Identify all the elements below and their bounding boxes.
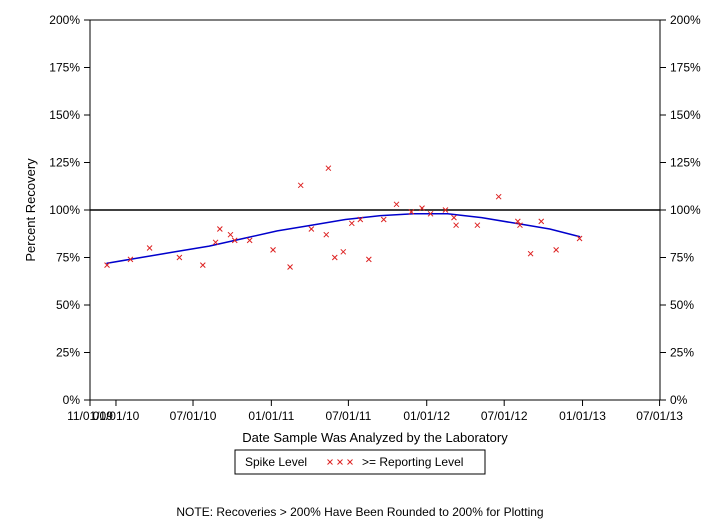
- y-axis-label: Percent Recovery: [23, 158, 38, 262]
- y-tick-label-left: 125%: [49, 156, 80, 170]
- x-axis-label: Date Sample Was Analyzed by the Laborato…: [242, 430, 508, 445]
- y-tick-label-left: 25%: [56, 346, 80, 360]
- x-tick-label: 07/01/13: [636, 409, 683, 423]
- y-tick-label-right: 100%: [670, 203, 701, 217]
- y-tick-label-right: 0%: [670, 393, 688, 407]
- y-tick-label-left: 100%: [49, 203, 80, 217]
- y-tick-label-left: 75%: [56, 251, 80, 265]
- y-tick-label-left: 50%: [56, 298, 80, 312]
- chart-note: NOTE: Recoveries > 200% Have Been Rounde…: [176, 505, 543, 519]
- y-tick-label-right: 150%: [670, 108, 701, 122]
- y-tick-label-right: 125%: [670, 156, 701, 170]
- y-tick-label-right: 175%: [670, 61, 701, 75]
- legend-item-label: >= Reporting Level: [362, 455, 463, 469]
- x-tick-label: 01/01/11: [248, 409, 294, 423]
- y-tick-label-right: 25%: [670, 346, 694, 360]
- x-tick-label: 07/01/12: [481, 409, 528, 423]
- y-tick-label-left: 0%: [63, 393, 81, 407]
- y-tick-label-right: 200%: [670, 13, 701, 27]
- legend-marker: [328, 460, 353, 465]
- legend-title: Spike Level: [245, 455, 307, 469]
- x-tick-label: 07/01/10: [170, 409, 217, 423]
- recovery-chart: 0% 0% 25% 25% 50% 50% 75% 75% 100% 100% 125% 125% 15…: [0, 0, 720, 528]
- data-markers: [105, 166, 583, 270]
- y-tick-label-right: 75%: [670, 251, 694, 265]
- x-tick-label: 07/01/11: [325, 409, 371, 423]
- x-tick-label: 01/01/10: [93, 409, 140, 423]
- y-tick-label-left: 200%: [49, 13, 80, 27]
- y-tick-label-left: 150%: [49, 108, 80, 122]
- chart-svg: 0% 0% 25% 25% 50% 50% 75% 75% 100% 100% 125% 125% 15…: [0, 0, 720, 528]
- y-tick-label-left: 175%: [49, 61, 80, 75]
- x-tick-label: 01/01/12: [403, 409, 450, 423]
- x-tick-label: 01/01/13: [559, 409, 606, 423]
- y-tick-label-right: 50%: [670, 298, 694, 312]
